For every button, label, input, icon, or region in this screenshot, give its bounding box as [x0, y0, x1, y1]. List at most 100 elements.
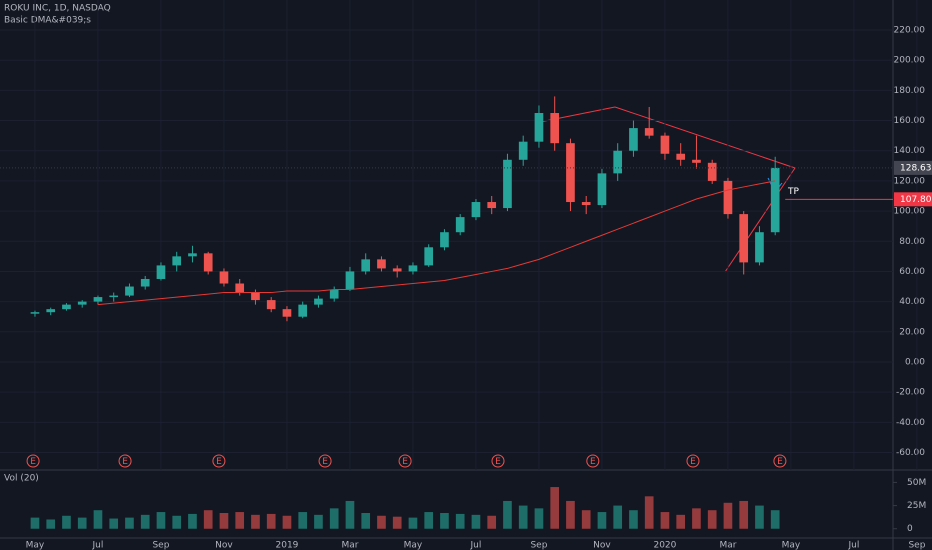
- candle-body: [707, 162, 717, 181]
- volume-bar: [629, 510, 638, 529]
- earnings-label: E: [216, 457, 222, 467]
- candle-body: [329, 289, 339, 299]
- volume-tick-label: 50M: [907, 478, 926, 488]
- x-tick-label: May: [404, 541, 423, 550]
- y-tick-label: 220.00: [894, 26, 926, 36]
- y-tick-label: 0.00: [905, 357, 925, 367]
- earnings-marker: [318, 454, 332, 468]
- earnings-label: E: [402, 457, 408, 467]
- x-tick-label: May: [782, 541, 801, 550]
- volume-bar: [692, 508, 701, 529]
- trend-line: [724, 167, 796, 273]
- y-tick-label: -40.00: [896, 418, 925, 428]
- volume-bar: [424, 512, 434, 529]
- volume-bar: [392, 516, 402, 529]
- x-tick-label: Jul: [848, 541, 860, 550]
- volume-bar: [455, 513, 465, 529]
- candle-body: [440, 232, 449, 248]
- volume-bar: [755, 505, 764, 529]
- volume-bar: [739, 500, 749, 529]
- candle-body: [408, 265, 418, 272]
- volume-bar: [219, 512, 229, 529]
- earnings-label: E: [322, 457, 328, 467]
- tp-label: TP: [787, 187, 799, 197]
- candle-body: [109, 295, 119, 298]
- earnings-marker: [118, 454, 132, 468]
- x-tick-label: Jul: [470, 541, 482, 550]
- x-tick-label: May: [26, 541, 45, 550]
- x-tick-label: Mar: [341, 541, 358, 550]
- volume-bar: [487, 515, 497, 529]
- earnings-marker: [773, 454, 787, 468]
- candle-body: [298, 304, 308, 317]
- volume-bar: [613, 505, 623, 529]
- volume-bar: [707, 510, 717, 529]
- volume-bar: [408, 517, 418, 529]
- volume-bar: [140, 514, 150, 529]
- candle-body: [455, 217, 465, 233]
- volume-bar: [203, 510, 213, 529]
- candle-body: [629, 128, 638, 151]
- candle-body: [361, 259, 371, 272]
- price-label-box: [894, 192, 932, 207]
- earnings-marker: [586, 454, 600, 468]
- earnings-label: E: [690, 457, 696, 467]
- x-tick-label: Mar: [719, 541, 736, 550]
- volume-bar: [109, 518, 119, 529]
- volume-bar: [518, 505, 528, 529]
- volume-bar: [377, 515, 386, 529]
- y-tick-label: 60.00: [899, 267, 925, 277]
- candle-body: [723, 180, 733, 215]
- candle-body: [471, 202, 481, 218]
- y-tick-label: -60.00: [896, 448, 925, 458]
- candle-body: [125, 286, 134, 296]
- candle-body: [392, 268, 402, 272]
- candle-body: [550, 113, 560, 144]
- volume-bar: [676, 514, 686, 529]
- volume-bar: [282, 515, 292, 529]
- candle-body: [266, 300, 276, 310]
- y-tick-label: 100.00: [894, 207, 926, 217]
- earnings-label: E: [777, 457, 783, 467]
- candle-body: [172, 256, 182, 266]
- candle-body: [518, 141, 528, 160]
- candle-body: [46, 309, 56, 313]
- moving-average: [97, 180, 776, 306]
- y-tick-label: 200.00: [894, 56, 926, 66]
- candle-body: [739, 214, 749, 263]
- earnings-label: E: [495, 457, 501, 467]
- volume-tick-label: 0: [907, 524, 913, 534]
- earnings-marker: [491, 454, 505, 468]
- candle-body: [503, 159, 512, 209]
- volume-bar: [77, 517, 87, 529]
- candle-body: [613, 150, 623, 174]
- volume-bar: [156, 512, 166, 529]
- candle-body: [203, 253, 213, 272]
- volume-bar: [345, 500, 355, 529]
- x-tick-label: Sep: [908, 541, 925, 550]
- volume-bar: [660, 512, 670, 529]
- candle-body: [62, 304, 71, 310]
- y-tick-label: 40.00: [899, 297, 925, 307]
- candle-body: [188, 253, 197, 257]
- x-tick-label: Sep: [152, 541, 169, 550]
- volume-bar: [581, 510, 591, 529]
- earnings-label: E: [590, 457, 596, 467]
- chart-title: ROKU INC, 1D, NASDAQ: [4, 4, 111, 14]
- trend-line: [614, 106, 796, 169]
- x-tick-label: Nov: [215, 541, 233, 550]
- volume-title: Vol (20): [4, 474, 39, 484]
- earnings-label: E: [30, 457, 36, 467]
- candle-body: [282, 309, 292, 317]
- candle-body: [581, 202, 591, 206]
- x-tick-label: 2020: [653, 541, 676, 550]
- candle-body: [644, 128, 654, 136]
- price-label: 128.63: [900, 163, 932, 173]
- candle-body: [597, 173, 607, 206]
- volume-bar: [471, 514, 481, 529]
- volume-bar: [314, 514, 323, 529]
- volume-bar: [597, 512, 607, 529]
- candle-body: [566, 143, 575, 203]
- candle-body: [345, 271, 355, 290]
